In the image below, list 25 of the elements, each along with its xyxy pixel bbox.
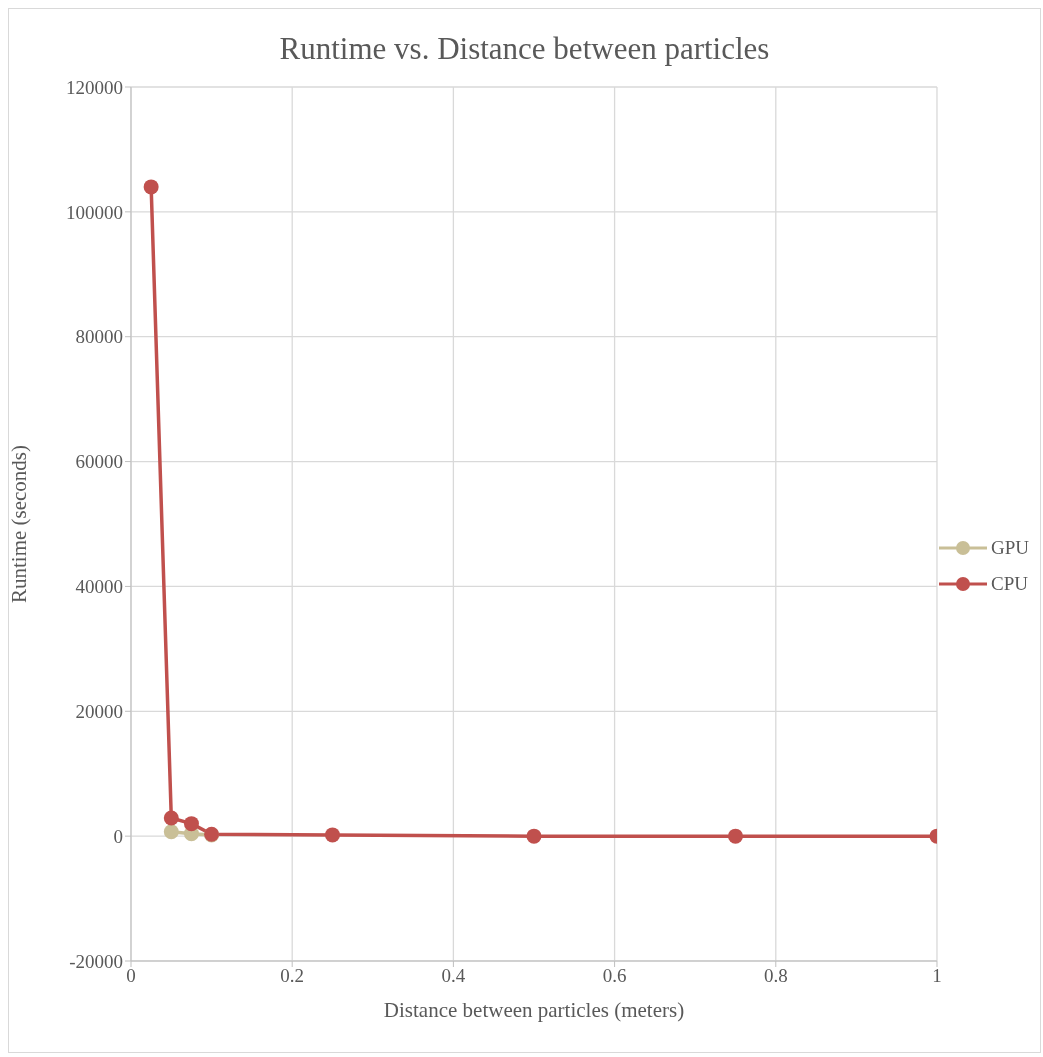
point: [325, 827, 340, 843]
y-tick-label: 120000: [66, 76, 123, 98]
x-tick-label: 0.2: [280, 965, 305, 987]
legend-label: GPU: [990, 537, 1029, 559]
y-tick-label: 100000: [66, 201, 123, 223]
y-tick-label: 0: [113, 825, 123, 847]
x-axis-title: Distance between particles (meters): [383, 998, 685, 1022]
y-axis-title: Runtime (seconds): [7, 444, 32, 604]
chart-title: Runtime vs. Distance between particles: [279, 31, 770, 66]
legend-label: CPU: [990, 573, 1028, 595]
y-tick-label: -20000: [69, 950, 123, 972]
y-tick-label: 60000: [75, 451, 123, 473]
point: [163, 810, 179, 826]
x-tick-label: 0.8: [763, 965, 788, 987]
point: [163, 824, 179, 840]
x-tick-label: 0.4: [441, 965, 466, 987]
point: [526, 828, 542, 844]
point: [143, 179, 159, 195]
x-tick-label: 0.6: [602, 965, 627, 987]
y-tick-label: 40000: [75, 576, 123, 598]
y-tick-label: 80000: [75, 326, 123, 348]
y-tick-label: 20000: [75, 701, 123, 723]
point: [183, 816, 199, 832]
x-tick-label: 1: [932, 965, 942, 987]
point: [727, 828, 743, 844]
